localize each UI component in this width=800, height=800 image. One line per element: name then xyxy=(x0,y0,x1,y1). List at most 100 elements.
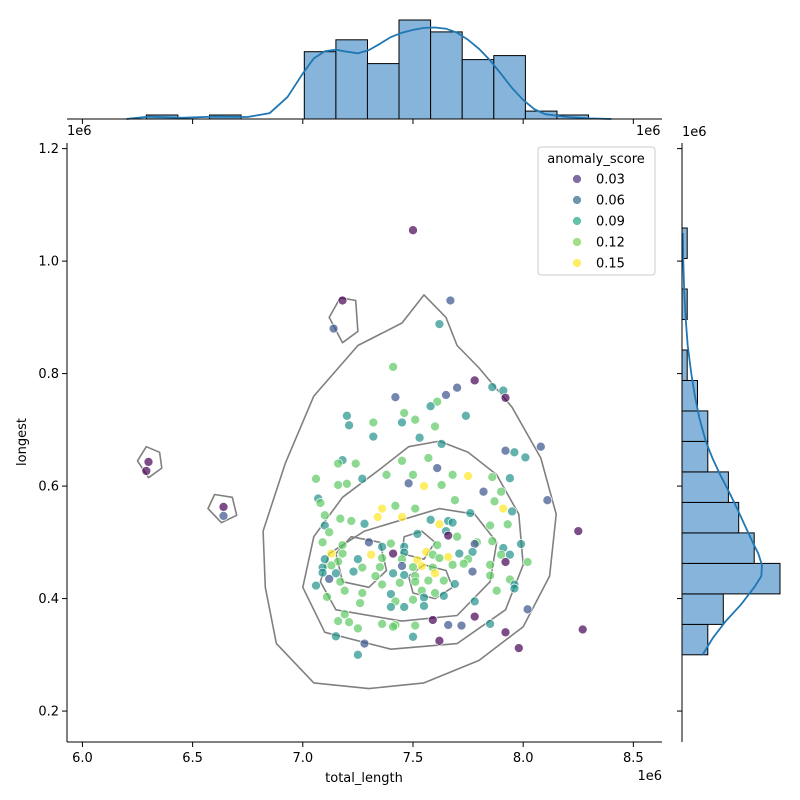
scatter-point xyxy=(500,557,511,567)
scatter-point xyxy=(425,401,436,412)
scatter-point xyxy=(438,590,449,601)
scatter-point xyxy=(339,609,350,620)
scatter-point xyxy=(430,568,440,579)
scatter-point xyxy=(390,500,401,511)
scatter-point xyxy=(370,571,381,581)
scatter-point xyxy=(342,478,352,489)
kde-contour-0 xyxy=(262,294,557,690)
scatter-point xyxy=(390,392,401,403)
scatter-point xyxy=(353,649,363,660)
scatter-point xyxy=(311,580,321,591)
scatter-point xyxy=(469,611,480,622)
scatter-point xyxy=(447,469,458,480)
scatter-point xyxy=(344,420,354,431)
scatter-point xyxy=(408,225,418,236)
scatter-point xyxy=(335,576,346,587)
legend-label: 0.15 xyxy=(596,257,625,272)
scatter-point xyxy=(381,469,392,480)
scatter-point xyxy=(337,295,348,306)
scatter-point xyxy=(408,631,418,642)
scatter-point xyxy=(388,621,398,632)
joint-plot: 6.0 6.5 7.0 7.5 8.0 8.5 0.2 0.4 0.6 0.8 1.0 1.2 to… xyxy=(15,142,662,786)
legend: anomaly_score 0.03 0.06 0.09 0.12 0.15 xyxy=(537,146,656,276)
scatter-point xyxy=(423,453,434,463)
right-hist-bar xyxy=(681,593,724,625)
scatter-point xyxy=(218,511,229,521)
scatter-point xyxy=(432,463,443,473)
scatter-point xyxy=(342,410,352,421)
scatter-point xyxy=(416,561,427,571)
kde-contour-8 xyxy=(207,493,238,524)
scatter-point xyxy=(434,519,445,530)
scatter-point xyxy=(434,553,445,563)
scatter-point xyxy=(364,537,374,548)
scatter-point xyxy=(577,624,588,635)
x-axis-label: total_length xyxy=(325,771,403,786)
scatter-point xyxy=(434,319,445,329)
legend-marker xyxy=(572,237,582,247)
legend-title: anomaly_score xyxy=(547,152,645,167)
scatter-point xyxy=(461,410,471,421)
scatter-point xyxy=(326,560,337,571)
scatter-point xyxy=(469,596,480,607)
scatter-point xyxy=(317,537,328,548)
scatter-point xyxy=(319,520,330,531)
scatter-point xyxy=(427,615,438,625)
scatter-point xyxy=(403,478,414,489)
scatter-point xyxy=(386,589,396,599)
top-hist-bar xyxy=(398,19,432,120)
top-hist-bar xyxy=(366,63,400,120)
x-tick-label: 8.0 xyxy=(513,751,534,766)
scatter-point xyxy=(432,540,443,550)
scatter-point xyxy=(337,540,348,550)
scatter-point xyxy=(377,579,387,590)
scatter-point xyxy=(496,486,506,497)
scatter-point xyxy=(333,458,343,469)
scatter-point xyxy=(491,585,502,596)
scatter-point xyxy=(141,466,152,476)
scatter-point xyxy=(368,417,379,428)
scatter-point xyxy=(399,602,410,612)
legend-label: 0.03 xyxy=(596,173,625,188)
scatter-point xyxy=(516,539,526,549)
scatter-point xyxy=(430,421,440,432)
scatter-point xyxy=(408,594,418,605)
legend-marker xyxy=(572,258,582,268)
scatter-point xyxy=(386,538,396,549)
scatter-point xyxy=(436,439,447,449)
scatter-point xyxy=(467,566,478,577)
scatter-point xyxy=(509,583,520,594)
legend-marker xyxy=(572,216,582,226)
scatter-point xyxy=(443,620,454,630)
scatter-point xyxy=(505,473,515,484)
scatter-point xyxy=(410,414,421,425)
scatter-point xyxy=(397,561,407,571)
scatter-point xyxy=(507,506,517,517)
scatter-point xyxy=(535,441,546,452)
scatter-point xyxy=(419,481,429,491)
x-tick-label: 7.5 xyxy=(403,751,424,766)
scatter-point xyxy=(430,588,440,598)
y-tick-label: 0.4 xyxy=(38,592,59,607)
scatter-point xyxy=(357,473,368,484)
scatter-point xyxy=(375,562,385,572)
scatter-point xyxy=(513,643,524,653)
scatter-point xyxy=(350,458,361,469)
scatter-point xyxy=(450,579,460,589)
scatter-point xyxy=(522,604,533,615)
scatter-point xyxy=(452,531,462,542)
scatter-point xyxy=(542,495,553,506)
scatter-point xyxy=(143,457,154,467)
right-kde-curve xyxy=(681,232,763,656)
scatter-point xyxy=(434,635,445,646)
scatter-point xyxy=(408,469,418,480)
right-hist-bar xyxy=(681,440,709,473)
scatter-point xyxy=(377,553,387,563)
top-exponent-label: 1e6 xyxy=(67,124,92,139)
scatter-point xyxy=(386,602,396,612)
scatter-point xyxy=(410,620,421,631)
scatter-point xyxy=(331,568,341,579)
scatter-point xyxy=(520,452,531,463)
y-tick-label: 1.2 xyxy=(38,142,59,157)
scatter-point xyxy=(467,547,478,557)
